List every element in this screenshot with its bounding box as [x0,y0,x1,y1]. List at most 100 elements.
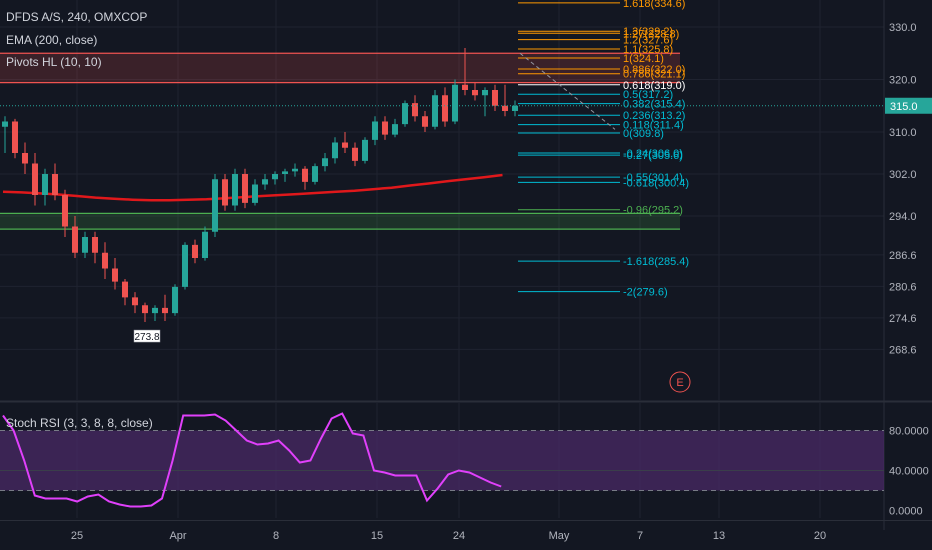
candle [232,168,238,211]
last-price-badge [885,97,932,114]
candle [372,116,378,146]
candle [312,163,318,185]
fib-label: -2(279.6) [623,287,668,299]
candle-body [22,153,28,164]
candle-body [72,226,78,253]
fib-levels: 1.618(334.6) 1.3(329.2)1.27(328.8)1.2(327… [518,0,689,299]
candle-body [472,90,478,96]
fib-label: -0.55(301.4) [623,172,683,184]
candle-body [302,168,308,182]
candle-body [92,237,98,253]
candle-body [432,95,438,127]
candle [32,153,38,206]
candle-body [262,179,268,185]
stoch-rsi-line [2,412,502,508]
candle-body [452,84,458,122]
grid [0,0,884,518]
candle-body [482,90,488,96]
stoch-tick-label: 0.0000 [889,506,923,518]
stoch-rsi-indicator-label[interactable]: Stoch RSI (3, 3, 8, 8, close) [6,416,153,430]
candle-body [462,84,468,90]
ema-indicator-label[interactable]: EMA (200, close) [6,33,98,47]
candle-body [32,163,38,195]
candle [222,174,228,211]
candle [512,100,518,117]
time-tick-label: 25 [71,530,83,542]
price-tick-label: 280.6 [889,281,917,293]
candle-body [42,174,48,195]
low-annotation-label: 273.8 [134,332,159,343]
price-tick-label: 294.0 [889,211,917,223]
candle-body [392,124,398,135]
candle-body [402,103,408,125]
candle-body [252,184,258,203]
candle [152,305,158,321]
candle [502,84,508,117]
candle [472,82,478,101]
candle [492,84,498,111]
fib-label: -0.618(300.4) [623,177,689,189]
candle [12,118,18,159]
price-tick-label: 302.0 [889,169,917,181]
candle [82,231,88,258]
candle [432,90,438,130]
candle [412,95,418,122]
time-tick-label: 15 [371,530,383,542]
candle-body [12,121,18,153]
candle-body [282,171,288,174]
candle [352,142,358,167]
stoch-axis: 80.0000 40.0000 0.0000 [889,426,929,518]
candle [142,302,148,323]
candle [462,48,468,96]
candle-body [502,105,508,111]
candle-body [52,174,58,195]
candle-body [122,281,128,298]
pivot-zone [0,213,680,230]
candle-body [352,147,358,161]
fib-label: 0(309.8) [623,128,664,140]
pivots-indicator-label[interactable]: Pivots HL (10, 10) [6,55,102,69]
fib-label: 0.118(311.4) [623,120,684,132]
price-tick-label: 320.0 [889,75,917,87]
candle [322,153,328,172]
price-axis: 330.0 320.0 310.0 302.0 294.0 286.6 280.6 274.6… [889,22,917,356]
fib-label: 1.618(334.6) [623,0,685,10]
fib-label: -1.618(285.4) [623,256,689,268]
candle-body [272,174,278,180]
candle [342,132,348,153]
candle [202,226,208,261]
price-tick-label: 268.6 [889,344,917,356]
fib-label: 0.382(315.4) [623,99,685,111]
candle [122,279,128,306]
candle [42,168,48,206]
candle-body [142,305,148,314]
fib-label: 1.3(329.2) [623,26,673,38]
candle-body [112,268,118,282]
time-tick-label: 7 [637,530,643,542]
fib-trend-line [519,52,616,130]
candle-body [182,244,188,287]
time-tick-label: 13 [713,530,725,542]
low-annotation-box [133,329,161,343]
candle-body [172,286,178,314]
price-tick-label: 274.6 [889,313,917,325]
fib-label: 0.886(322.0) [623,64,685,76]
candle [72,216,78,258]
fib-label: 0.5(317.2) [623,89,673,101]
candle-body [232,174,238,206]
candle [112,258,118,290]
candle-body [342,142,348,148]
candle [272,171,278,185]
candle-body [2,121,8,127]
fib-label: 1(324.1) [623,53,664,65]
candle [302,166,308,190]
candle [282,168,288,182]
candle [2,116,8,153]
fib-label: 0.618(319.0) [623,80,685,92]
fib-label: -0.24(306.0) [623,148,683,160]
candle [172,284,178,316]
candle-body [202,231,208,258]
candles [2,48,518,323]
candle-body [222,179,228,206]
